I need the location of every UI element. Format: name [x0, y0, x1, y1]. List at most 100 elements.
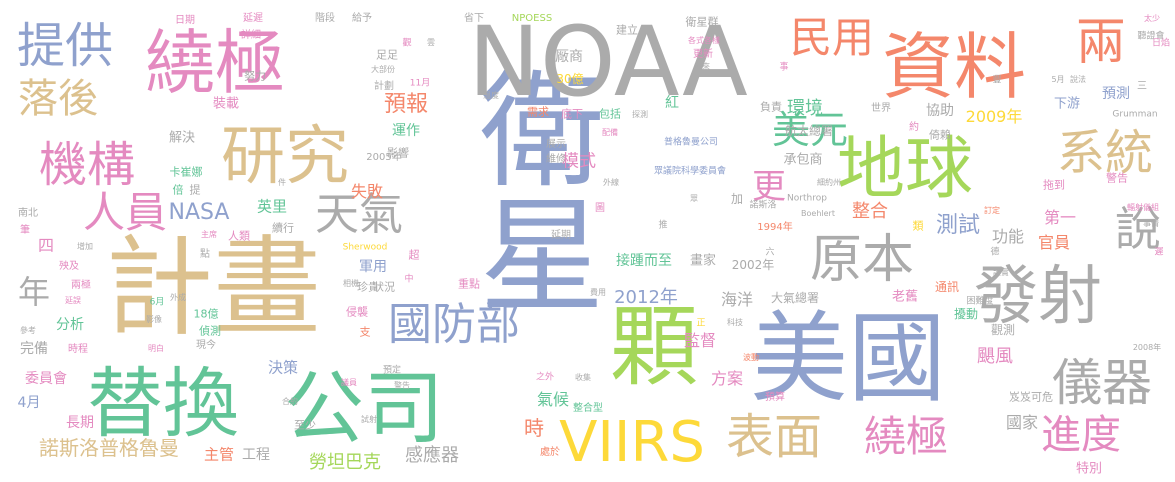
word-zhishao: 至少	[294, 418, 316, 432]
word-tingzhenghui: 聽證會	[1137, 31, 1165, 42]
word-hong: 紅	[665, 95, 679, 111]
word-yiqi: 儀器	[1052, 354, 1152, 412]
word-yuce: 預測	[1102, 86, 1130, 102]
word-xianjin: 現今	[196, 340, 216, 351]
word-zhongyiyuan: 眾議院科學委員會	[653, 166, 727, 177]
word-yingxiang2: 影像	[146, 315, 162, 324]
word-fangan: 方案	[710, 369, 744, 388]
word-feiyong: 費用	[590, 288, 606, 297]
word-xiezhu: 協助	[926, 103, 954, 119]
word-xitong: 系統	[1056, 125, 1154, 181]
word-jijikewei: 岌岌可危	[1009, 390, 1053, 404]
word-nuosiluopugeluman: 諾斯洛普格魯曼	[39, 436, 179, 460]
word-weiyuanhui: 委員會	[25, 371, 67, 387]
word-boehlert: Boehlert	[801, 209, 835, 218]
word-jieduan: 階段	[315, 13, 335, 24]
word-zhuangkuang: 狀況	[373, 280, 395, 294]
word-zhuxi: 主席	[201, 230, 217, 239]
word-shicheng: 時程	[68, 344, 88, 355]
word-jihua: 計畫	[104, 226, 322, 351]
word-dixia: 底下	[561, 107, 583, 121]
word-yuanben: 原本	[809, 230, 915, 290]
word-de: 德	[990, 247, 1000, 258]
word-kunnandu: 困難度	[966, 296, 994, 307]
word-nuli: 努力	[244, 69, 266, 83]
word-waixian: 外線	[603, 178, 619, 187]
word-jiezhongerzhi: 接踵而至	[616, 253, 672, 269]
word-zhenghe: 整合	[852, 201, 888, 222]
word-juece: 決策	[267, 358, 299, 377]
word-yangji: 殃及	[59, 261, 79, 272]
word-30yi: 30億	[556, 72, 584, 86]
word-yusuan: 預算	[765, 392, 785, 403]
word-zhanshi: 展示	[546, 139, 566, 150]
word-jufeng: 颶風	[977, 346, 1013, 367]
word-fusheyizu: 輻射儀組	[1127, 203, 1159, 212]
word-ji: 極	[259, 59, 265, 65]
word-2005: 2005年	[366, 152, 402, 163]
word-cankao: 參考	[20, 326, 36, 335]
word-puge: 普格魯曼公司	[663, 137, 719, 148]
word-chengbaoshang: 承包商	[783, 152, 823, 168]
word-si: 四	[37, 236, 55, 255]
word-guojia: 國家	[1005, 413, 1039, 432]
word-yun: 雲	[427, 38, 435, 47]
word-yanchi: 延遲	[243, 13, 263, 24]
word-laotanbake: 勞坦巴克	[309, 452, 381, 473]
word-shuofa: 說法	[1070, 75, 1086, 84]
word-liu: 六	[765, 247, 775, 258]
word-6yue: 6月	[149, 297, 165, 308]
word-huajia: 畫家	[689, 253, 717, 269]
word-xuxing: 續行	[272, 221, 294, 235]
word-xuqiu: 需求	[527, 105, 549, 119]
word-shi: 時	[524, 416, 544, 440]
word-chuyu: 處於	[540, 447, 560, 458]
word-zhiwai: 之外	[535, 372, 555, 383]
word-san: 三	[1137, 81, 1147, 92]
word-guance: 觀測	[990, 323, 1016, 337]
word-benlai: 本來	[694, 62, 710, 71]
word-yue: 約	[909, 122, 919, 133]
word-shi2: 事	[779, 62, 789, 73]
word-yuding: 預定	[382, 365, 402, 376]
word-viirs: VIIRS	[559, 410, 705, 475]
word-renyuan: 人員	[82, 188, 168, 237]
word-zhuguan: 主管	[203, 445, 235, 464]
word-grumman: Grumman	[1112, 109, 1158, 120]
word-gongsi: 公司	[284, 362, 444, 455]
word-meiguo: 美國	[749, 302, 947, 416]
word-yingli: 英里	[256, 197, 288, 216]
word-gengxin: 更新	[693, 49, 713, 60]
word-chao: 超	[408, 248, 420, 262]
word-zheng: 正	[696, 318, 706, 329]
word-jihua2: 計劃	[374, 81, 394, 92]
word-renlei: 人類	[228, 229, 250, 243]
word-riqi: 日期	[175, 15, 195, 26]
word-qinxi: 侵襲	[346, 305, 368, 319]
word-heyue: 合約	[282, 397, 298, 406]
word-kacuina: 卡崔娜	[169, 165, 203, 179]
word-raoji: 繞極	[145, 22, 285, 104]
word-11yue: 11月	[409, 78, 431, 89]
word-dabufen: 大部份	[371, 65, 395, 74]
word-tance: 探測	[632, 110, 648, 119]
word-bodong: 波動	[743, 353, 759, 362]
word-changqi: 長期	[66, 415, 94, 431]
word-weixiu: 維修	[546, 154, 566, 165]
word-biaomian: 表面	[725, 409, 823, 465]
word-zhi: 支	[359, 325, 371, 339]
word-zhong: 眾	[690, 194, 698, 203]
word-shuo: 說	[1115, 202, 1161, 256]
word-18yi: 18億	[193, 307, 219, 321]
word-2002: 2002年	[731, 258, 775, 272]
word-diqiu: 地球	[836, 130, 974, 209]
word-geng: 更	[752, 167, 786, 207]
word-ti: 提	[189, 183, 201, 197]
word-huanjing: 環境	[787, 98, 823, 119]
word-fashe: 發射	[974, 260, 1102, 334]
word-diyi: 第一	[1043, 208, 1077, 227]
word-1994: 1994年	[757, 222, 793, 233]
word-bei: 倍	[172, 183, 184, 197]
word-nasa: NASA	[168, 200, 230, 225]
